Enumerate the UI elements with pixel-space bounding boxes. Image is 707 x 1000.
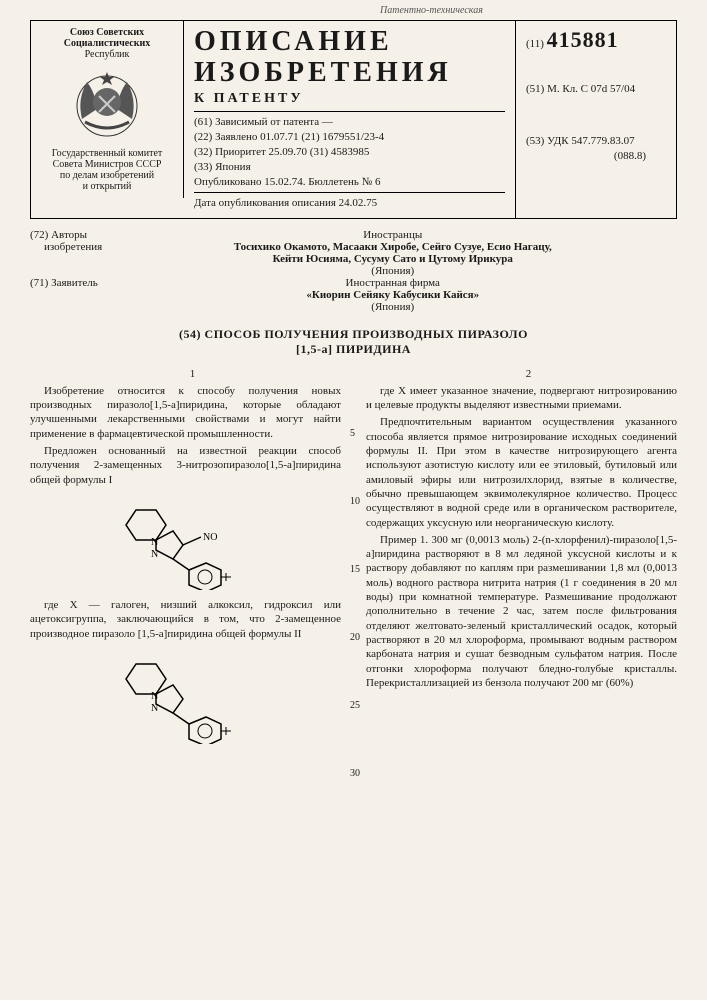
meta-53a: (53) УДК 547.779.83.07 xyxy=(526,135,666,147)
committee-line3: по делам изобретений xyxy=(37,170,177,181)
col1-p3: где X — галоген, низший алкоксил, гидрок… xyxy=(30,598,341,641)
union-line2: Социалистических xyxy=(37,38,177,49)
svg-text:NO: NO xyxy=(203,532,217,543)
applicant-content: Иностранная фирма «Киорин Сейяку Кабусик… xyxy=(143,277,643,313)
svg-text:N: N xyxy=(151,691,158,702)
col1-p1: Изобретение относится к способу получени… xyxy=(30,384,341,441)
col2-p2: Предпочтительным вариантом осуществления… xyxy=(366,415,677,529)
committee-line2: Совета Министров СССР xyxy=(37,159,177,170)
meta-53b: (088.8) xyxy=(526,150,666,162)
meta-51: (51) М. Кл. C 07d 57/04 xyxy=(526,83,666,95)
state-emblem xyxy=(67,64,147,144)
num-prefix: (11) xyxy=(526,38,544,50)
col1-number: 1 xyxy=(30,367,341,381)
header-box: Союз Советских Социалистических Республи… xyxy=(30,20,677,219)
col2-p1: где X имеет указанное значение, подверга… xyxy=(366,384,677,413)
meta-61: (61) Зависимый от патента — xyxy=(194,116,505,128)
authors-block: (72) Авторы изобретения Иностранцы Тосих… xyxy=(30,229,677,313)
column-2: 5 10 15 20 25 30 2 где X имеет указанное… xyxy=(366,367,677,752)
svg-text:N: N xyxy=(151,549,158,560)
middle-column: ОПИСАНИЕ ИЗОБРЕТЕНИЯ К ПАТЕНТУ (61) Зави… xyxy=(184,21,516,218)
left-column: Союз Советских Социалистических Республи… xyxy=(31,21,184,198)
publication-number: 415881 xyxy=(547,27,619,52)
label-72: (72) Авторы изобретения xyxy=(30,229,140,253)
col2-p3: Пример 1. 300 мг (0,0013 моль) 2-(n-хлор… xyxy=(366,533,677,690)
main-title-2: ИЗОБРЕТЕНИЯ xyxy=(194,58,505,89)
svg-text:N: N xyxy=(151,537,158,548)
top-annotation: Патентно-техническая xyxy=(380,5,483,16)
meta-pub: Опубликовано 15.02.74. Бюллетень № 6 xyxy=(194,176,505,188)
meta-33: (33) Япония xyxy=(194,161,505,173)
meta-22: (22) Заявлено 01.07.71 (21) 1679551/23-4 xyxy=(194,131,505,143)
label-71: (71) Заявитель xyxy=(30,277,140,289)
union-line3: Республик xyxy=(37,49,177,60)
svg-text:N: N xyxy=(151,703,158,714)
union-line1: Союз Советских xyxy=(37,27,177,38)
divider xyxy=(194,192,505,193)
meta-date: Дата опубликования описания 24.02.75 xyxy=(194,197,505,209)
invention-title: (54) СПОСОБ ПОЛУЧЕНИЯ ПРОИЗВОДНЫХ ПИРАЗО… xyxy=(30,327,677,357)
main-title-1: ОПИСАНИЕ xyxy=(194,27,505,58)
column-1: 1 Изобретение относится к способу получе… xyxy=(30,367,341,752)
committee-line4: и открытий xyxy=(37,181,177,192)
formula-1: N N NO X xyxy=(30,495,341,590)
subtitle: К ПАТЕНТУ xyxy=(194,91,505,107)
committee-line1: Государственный комитет xyxy=(37,148,177,159)
divider xyxy=(194,111,505,112)
right-column: (11) 415881 (51) М. Кл. C 07d 57/04 (53)… xyxy=(516,21,676,171)
body-columns: 1 Изобретение относится к способу получе… xyxy=(30,367,677,752)
col2-number: 2 xyxy=(366,367,677,381)
authors-content: Иностранцы Тосихико Окамото, Масааки Хир… xyxy=(143,229,643,277)
meta-32: (32) Приоритет 25.09.70 (31) 4583985 xyxy=(194,146,505,158)
col1-p2: Предложен основанный на известной реакци… xyxy=(30,444,341,487)
formula-2: N N X xyxy=(30,649,341,744)
